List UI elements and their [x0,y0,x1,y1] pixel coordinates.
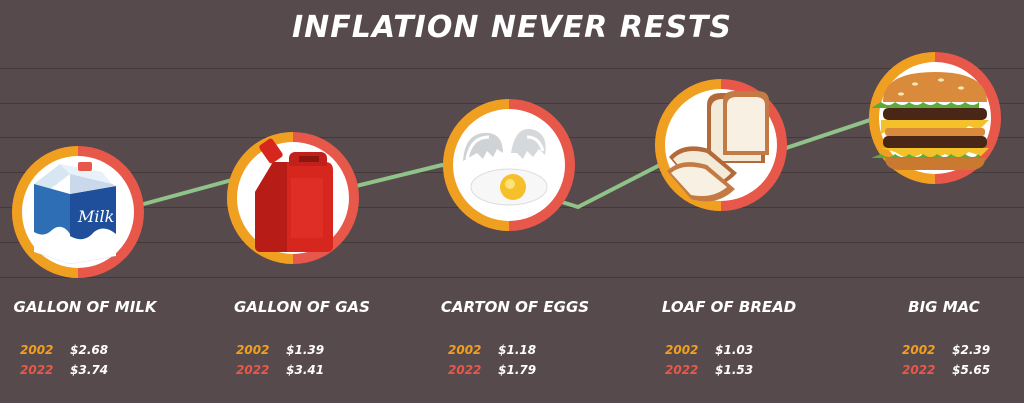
bigmac-medallion [869,52,1001,184]
price-row-2002: 2002 $2.68 [20,343,108,357]
price-row-2022: 2022 $5.65 [902,363,990,377]
price-row-2022: 2022 $3.41 [236,363,324,377]
item-label-bigmac: BIG MAC [908,298,980,316]
year-label: 2002 [665,343,699,357]
price-value: $3.41 [286,363,325,377]
page-title: INFLATION NEVER RESTS [291,10,733,45]
item-label-gas: GALLON OF GAS [234,298,370,316]
year-label: 2002 [448,343,482,357]
item-label-bread: LOAF OF BREAD [661,298,797,316]
bread-medallion [655,79,787,211]
price-value: $2.39 [952,343,991,357]
price-value: $1.03 [715,343,754,357]
eggs-medallion [443,99,575,231]
egg-icon [463,128,548,206]
bread-icon [667,91,769,202]
price-row-2002: 2002 $1.03 [665,343,753,357]
year-label: 2002 [236,343,270,357]
year-label: 2022 [902,363,936,377]
year-label: 2022 [665,363,699,377]
price-row-2002: 2002 $2.39 [902,343,990,357]
price-row-2022: 2022 $3.74 [20,363,108,377]
background-line [0,242,1024,243]
gas-can-icon [255,138,333,252]
price-value: $3.74 [70,363,109,377]
price-value: $1.53 [715,363,754,377]
price-value: $1.18 [498,343,537,357]
price-value: $5.65 [952,363,991,377]
year-label: 2002 [20,343,54,357]
price-value: $1.79 [498,363,537,377]
item-label-milk: GALLON OF MILK [13,298,157,316]
price-row-2002: 2002 $1.18 [448,343,536,357]
item-label-eggs: CARTON OF EGGS [440,298,590,316]
carton-text: Milk [77,207,114,226]
gas-medallion [227,132,359,264]
background-line [0,68,1024,69]
year-label: 2022 [236,363,270,377]
background-line [0,277,1024,278]
milk-carton-icon: Milk [34,162,116,264]
burger-icon [871,72,989,170]
price-row-2002: 2002 $1.39 [236,343,324,357]
milk-medallion: Milk [12,146,144,278]
year-label: 2022 [448,363,482,377]
price-row-2022: 2022 $1.79 [448,363,536,377]
price-value: $1.39 [286,343,325,357]
price-row-2022: 2022 $1.53 [665,363,753,377]
year-label: 2022 [20,363,54,377]
price-value: $2.68 [70,343,109,357]
year-label: 2002 [902,343,936,357]
